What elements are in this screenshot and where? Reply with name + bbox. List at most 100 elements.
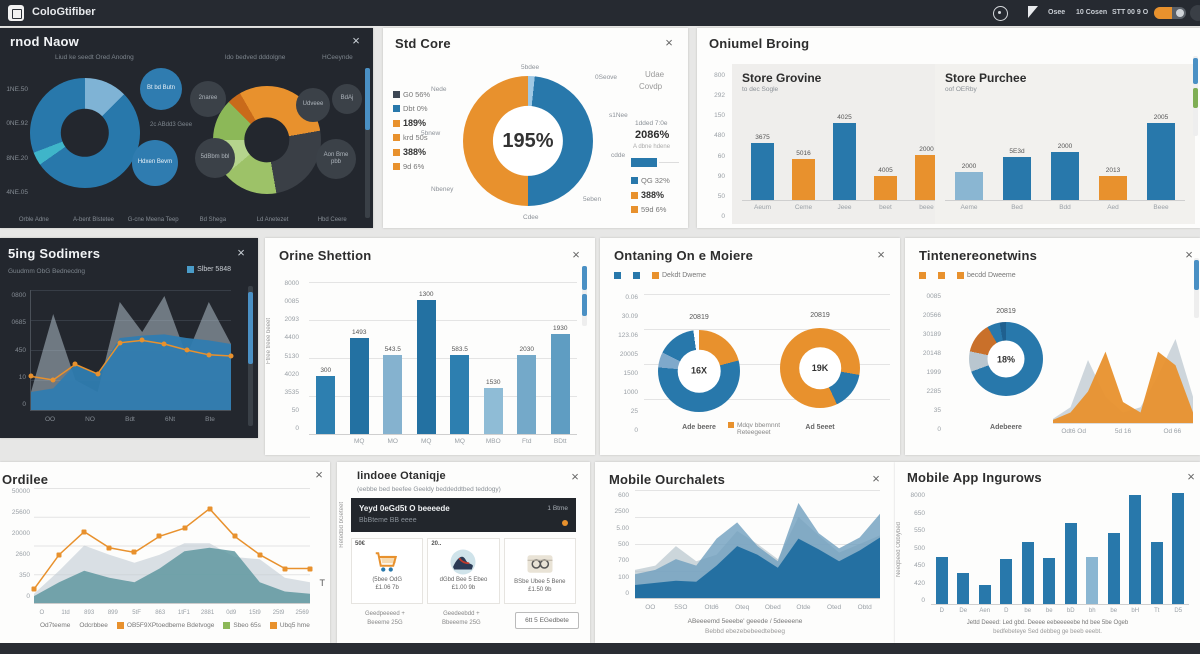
y-tick-label: 8NE.20 bbox=[6, 154, 28, 162]
cursor-icon[interactable] bbox=[1028, 6, 1038, 18]
header-item[interactable]: STT 00 9 O bbox=[1112, 9, 1149, 16]
panel-title: Orine Shettion bbox=[279, 248, 372, 263]
footer-link[interactable]: Geedeebdd + Bbeeeme 25G bbox=[442, 611, 481, 626]
close-button[interactable] bbox=[1184, 470, 1198, 484]
close-button[interactable] bbox=[234, 246, 248, 260]
header-item[interactable]: Osee bbox=[1048, 9, 1066, 16]
y-tick-label: 20000 bbox=[11, 530, 30, 537]
y-tick-label: 8000 bbox=[910, 492, 925, 499]
product-card[interactable]: 20.. dGbd Bee 5 Ebeo £1.00 9b bbox=[427, 538, 500, 604]
bottom-bar bbox=[0, 643, 1200, 654]
store-grovine-card: Store Grovine to dec Sogle 3675 5016 4025 4… bbox=[732, 64, 957, 224]
donut-bottom-label: Ade beere bbox=[682, 424, 716, 431]
close-button[interactable] bbox=[569, 248, 583, 262]
y-axis-ticks: 8000 650 550 500 450 420 0 bbox=[905, 492, 925, 604]
y-tick-label: 20148 bbox=[922, 350, 941, 357]
x-tick-label: MQ bbox=[354, 438, 365, 445]
x-tick-label: Otde bbox=[796, 604, 811, 611]
donut-center-value: 195% bbox=[502, 129, 554, 152]
panel-scrollbar[interactable] bbox=[582, 266, 587, 326]
legend: becdd Dweeme bbox=[919, 272, 1025, 279]
y-tick-label: 0085 bbox=[926, 293, 941, 300]
y-tick-label: 420 bbox=[914, 579, 925, 587]
y-tick-label: 150 bbox=[714, 112, 725, 120]
target-icon[interactable] bbox=[993, 6, 1008, 21]
toggle-knob bbox=[1176, 9, 1184, 17]
y-tick-label: 25600 bbox=[11, 509, 30, 516]
close-button[interactable] bbox=[869, 472, 883, 486]
bar-group: 583.5 bbox=[443, 282, 477, 434]
subscribe-button[interactable]: 6tt 5 EGedbete bbox=[515, 612, 579, 629]
caption-line-1: Jettd Deeed: Led gbd. Deeee eebeeeeebe h… bbox=[966, 620, 1129, 626]
bar bbox=[873, 176, 898, 200]
promo-banner[interactable]: Yeyd 0eGd5t O beeeede 1 Btme BbBteme BB … bbox=[351, 498, 576, 532]
panel-scrollbar[interactable] bbox=[365, 68, 370, 218]
panel-scrollbar[interactable] bbox=[1193, 56, 1198, 136]
legend-item: 189% bbox=[393, 118, 430, 128]
right-sub: A dbne hdene bbox=[633, 144, 671, 150]
header-avatar[interactable] bbox=[1190, 5, 1200, 21]
panel-scrollbar[interactable] bbox=[1194, 258, 1199, 318]
x-tick-label: MQ bbox=[454, 438, 465, 445]
x-tick-label: D5 bbox=[1174, 608, 1183, 614]
legend-item: G0 56% bbox=[393, 90, 430, 99]
x-tick-label: beet bbox=[879, 204, 892, 211]
callout-bubble: Aon Bme pbb bbox=[316, 139, 356, 179]
ordilee-area-chart bbox=[31, 488, 313, 604]
y-tick-label: 600 bbox=[618, 492, 629, 499]
data-point-marker bbox=[207, 506, 213, 512]
legend-item bbox=[633, 272, 643, 279]
header-toggle[interactable] bbox=[1154, 7, 1186, 19]
close-button[interactable] bbox=[662, 36, 676, 50]
footer-link[interactable]: Geedpeeeed + Beeeme 25G bbox=[365, 611, 405, 626]
y-tick-label: 0 bbox=[625, 589, 629, 597]
data-point-marker bbox=[106, 545, 112, 551]
data-point-marker bbox=[50, 377, 56, 383]
y-tick-label: 10 bbox=[18, 373, 26, 381]
x-tick-label: D bbox=[939, 608, 944, 614]
bar bbox=[383, 354, 403, 434]
y-tick-label: 0.06 bbox=[625, 294, 638, 301]
bar-group: 4005 bbox=[865, 108, 906, 200]
panel-online-broing: Oniumel Broing 800 292 150 480 60 90 50 0 Store… bbox=[697, 28, 1200, 228]
y-tick-label: 4NE.05 bbox=[6, 188, 28, 196]
panel-title: Ontaning On e Moiere bbox=[614, 248, 754, 263]
y-axis-ticks: 0800 0685 450 10 0 bbox=[2, 292, 26, 408]
bar-value-label: 1300 bbox=[419, 291, 434, 299]
donut-callout: s1Nee bbox=[609, 112, 628, 119]
app-logo-icon[interactable] bbox=[8, 5, 24, 21]
header-item[interactable]: 10 Cosen bbox=[1076, 9, 1108, 16]
bar-value-label: 1530 bbox=[486, 379, 501, 387]
close-button[interactable] bbox=[568, 470, 582, 484]
close-button[interactable] bbox=[874, 248, 888, 262]
y-tick-label: 0085 bbox=[284, 298, 299, 306]
data-point-marker bbox=[232, 533, 238, 539]
y-tick-label: 35 bbox=[933, 407, 941, 414]
data-point-marker bbox=[156, 533, 162, 539]
y-tick-label: 30189 bbox=[922, 331, 941, 338]
x-tick-label: 25t9 bbox=[272, 610, 285, 616]
product-card[interactable]: BSbe Ubee 5 Bene £1.50 9b bbox=[503, 538, 576, 604]
product-card[interactable]: 50€ (5bee OdG £1.06 7b bbox=[351, 538, 424, 604]
donut-top-label: 20819 bbox=[996, 308, 1016, 315]
bar bbox=[978, 584, 991, 604]
tinten-donut-chart: 18% bbox=[969, 322, 1043, 396]
legend-item: Odcrbbee bbox=[79, 622, 108, 629]
panel-subtitle-right-2: HCeeynde bbox=[322, 54, 353, 61]
panel-scrollbar[interactable] bbox=[248, 286, 253, 426]
bar bbox=[935, 556, 948, 604]
bar-value-label: 1493 bbox=[352, 329, 367, 337]
chart-legend: Od7teeme Odcrbbee OB5F9XPtoedbeme Bdetvoge… bbox=[40, 622, 325, 629]
y-tick-label: 1500 bbox=[623, 370, 638, 377]
donut-top-label: 20819 bbox=[810, 312, 830, 319]
caption-line-2: Bebbd ebezebebeedtebeeg bbox=[705, 628, 785, 635]
y-tick-label: 8000 bbox=[284, 280, 299, 287]
x-tick-label: Beee bbox=[1153, 204, 1169, 211]
panel-title: Oniumel Broing bbox=[709, 36, 810, 51]
legend-item: Dekdt Dweme bbox=[652, 272, 706, 279]
close-button[interactable] bbox=[349, 34, 363, 48]
legend-left: G0 56% Dbt 0% 189% krd 50s 388% 9d 6% bbox=[393, 90, 430, 171]
close-button[interactable] bbox=[312, 468, 326, 482]
donut-callout: 5eben bbox=[583, 196, 602, 203]
bar-group bbox=[1082, 492, 1104, 604]
